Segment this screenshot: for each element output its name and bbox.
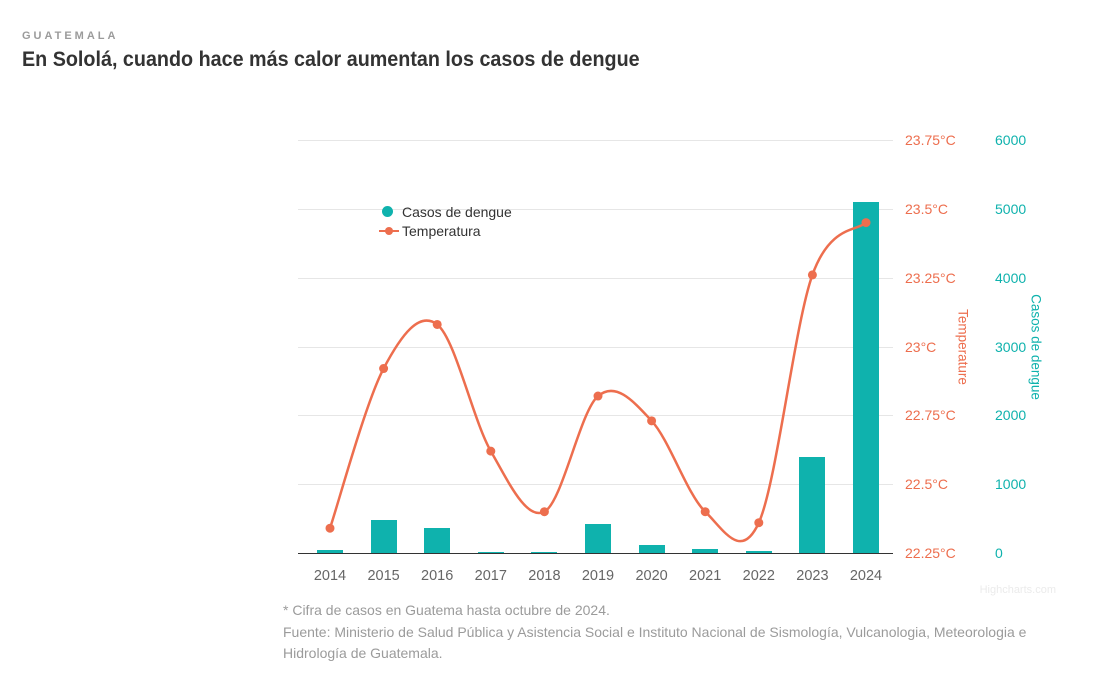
cases-axis-title: Casos de dengue — [1028, 294, 1044, 400]
kicker-label: GUATEMALA — [22, 30, 119, 42]
x-tick-label-2016: 2016 — [421, 568, 454, 584]
bar-2023[interactable] — [799, 456, 826, 553]
legend-item-casos-de-dengue[interactable]: Casos de dengue — [379, 202, 512, 221]
gridline — [298, 415, 893, 417]
temperature-spline-path — [328, 221, 867, 543]
temperature-marker-2018[interactable] — [539, 507, 549, 517]
gridline — [298, 208, 893, 210]
footnote: * Cifra de casos en Guatema hasta octubr… — [283, 602, 610, 618]
cases-tick-label: 4000 — [995, 269, 1027, 286]
legend-item-temperatura[interactable]: Temperatura — [379, 221, 512, 240]
temperature-tick-label: 23.25°C — [905, 269, 956, 286]
temperature-tick-label: 22.25°C — [905, 545, 956, 561]
x-axis-line — [298, 553, 893, 554]
cases-tick-label: 3000 — [995, 338, 1027, 355]
x-tick-label-2018: 2018 — [528, 568, 561, 584]
temperature-marker-2021[interactable] — [700, 507, 710, 517]
x-tick-label-2020: 2020 — [635, 568, 668, 584]
x-tick-label-2021: 2021 — [689, 568, 722, 584]
bar-2019[interactable] — [585, 523, 611, 553]
legend-item-label: Temperatura — [402, 222, 481, 239]
temperature-marker-2016[interactable] — [432, 319, 442, 329]
bar-2017[interactable] — [477, 552, 504, 553]
x-tick-label-2017: 2017 — [474, 568, 507, 584]
gridline — [298, 140, 893, 141]
gridline — [298, 277, 893, 279]
chart-plot-area — [298, 140, 893, 554]
x-tick-label-2014: 2014 — [313, 568, 347, 584]
temperature-marker-2015[interactable] — [379, 364, 389, 374]
bar-2016[interactable] — [424, 527, 451, 553]
temperature-marker-2020[interactable] — [647, 416, 657, 426]
x-tick-label-2024: 2024 — [849, 568, 883, 584]
bar-2024[interactable] — [853, 201, 879, 553]
bar-2015[interactable] — [370, 520, 397, 553]
bar-2022[interactable] — [745, 550, 772, 553]
gridline — [298, 484, 893, 486]
bar-2018[interactable] — [531, 552, 558, 553]
highcharts-watermark: Highcharts.com — [979, 584, 1056, 596]
temperature-line-series — [325, 218, 871, 543]
x-tick-label-2019: 2019 — [581, 568, 615, 584]
x-tick-label-2022: 2022 — [742, 568, 775, 584]
cases-tick-label: 6000 — [995, 132, 1027, 148]
legend-item-label: Casos de dengue — [402, 203, 512, 220]
line-series-swatch-icon — [379, 226, 399, 235]
legend: Casos de dengue Temperatura — [379, 202, 512, 240]
bar-2021[interactable] — [692, 548, 719, 553]
temperature-marker-2022[interactable] — [754, 518, 764, 528]
temperature-marker-2014[interactable] — [325, 523, 335, 533]
bar-series-swatch-icon — [382, 206, 393, 217]
cases-tick-label: 5000 — [995, 200, 1027, 217]
temperature-marker-2023[interactable] — [807, 270, 817, 280]
temperature-axis-title: Temperature — [955, 309, 971, 385]
temperature-tick-label: 22.5°C — [905, 476, 948, 493]
bar-2014[interactable] — [317, 549, 343, 553]
temperature-tick-label: 23.75°C — [905, 132, 956, 148]
gridline — [298, 346, 893, 348]
temperature-tick-label: 22.75°C — [905, 407, 956, 424]
chart-footer: * Cifra de casos en Guatema hasta octubr… — [283, 600, 1051, 665]
cases-tick-label: 1000 — [995, 476, 1027, 493]
x-tick-label-2015: 2015 — [367, 568, 400, 584]
chart-title: En Sololá, cuando hace más calor aumenta… — [22, 48, 640, 71]
temperature-tick-label: 23.5°C — [905, 200, 948, 217]
temperature-marker-2024[interactable] — [861, 218, 871, 228]
temperature-tick-label: 23°C — [905, 338, 937, 355]
temperature-marker-2017[interactable] — [486, 446, 496, 456]
cases-tick-label: 2000 — [995, 407, 1027, 424]
source-credit: Fuente: Ministerio de Salud Pública y As… — [283, 623, 1027, 662]
temperature-marker-2019[interactable] — [593, 391, 603, 401]
bar-2020[interactable] — [638, 545, 665, 553]
cases-tick-label: 0 — [995, 545, 1003, 561]
x-tick-label-2023: 2023 — [796, 568, 829, 584]
